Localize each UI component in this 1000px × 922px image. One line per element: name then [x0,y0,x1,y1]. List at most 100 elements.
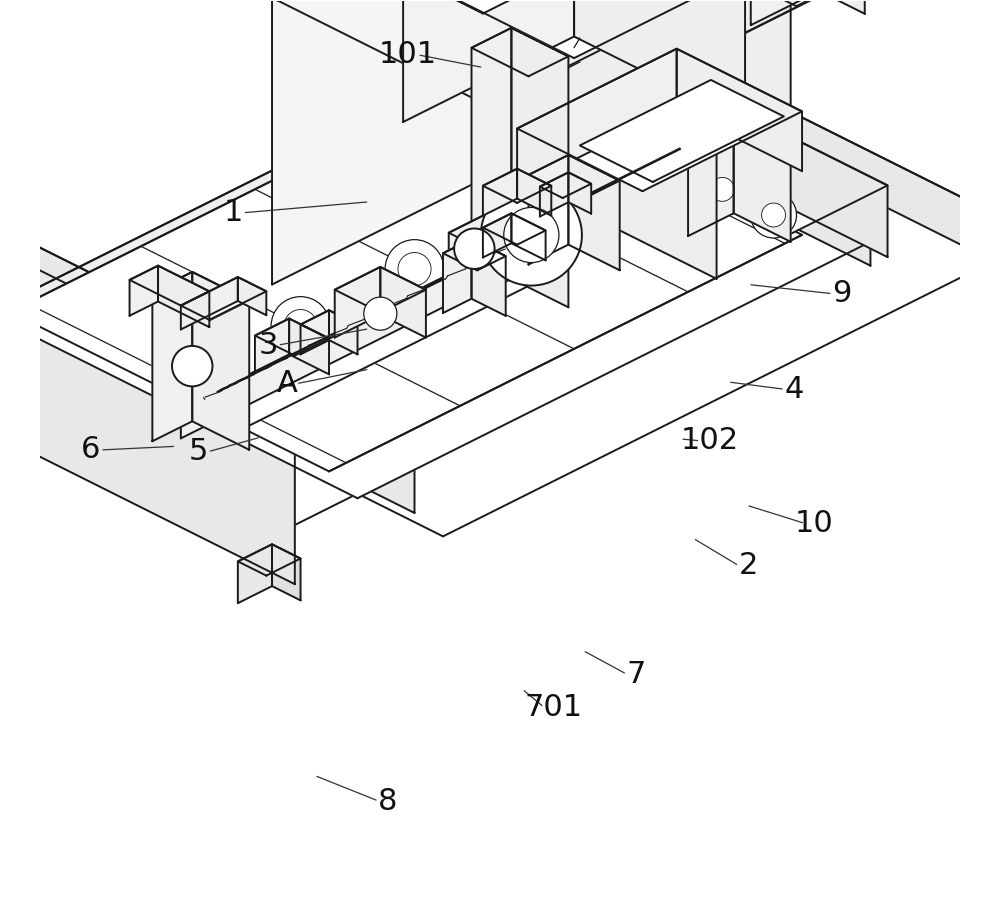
Polygon shape [181,243,511,438]
Polygon shape [0,56,500,337]
Polygon shape [0,309,101,428]
Circle shape [608,126,632,150]
Circle shape [157,354,216,412]
Polygon shape [472,239,506,316]
Polygon shape [597,74,660,105]
Polygon shape [181,278,266,320]
Circle shape [499,183,558,242]
Polygon shape [449,213,534,255]
Polygon shape [483,169,551,203]
Circle shape [170,367,203,399]
Polygon shape [540,172,568,217]
Polygon shape [528,155,620,201]
Circle shape [710,177,734,201]
Polygon shape [0,399,10,455]
Polygon shape [751,0,865,6]
Text: 1: 1 [224,198,243,228]
Polygon shape [642,114,888,237]
Polygon shape [255,318,289,372]
Polygon shape [511,243,563,299]
Polygon shape [238,278,266,315]
Polygon shape [0,204,295,386]
Polygon shape [443,239,472,313]
Circle shape [454,229,495,269]
Text: 2: 2 [739,551,758,580]
Polygon shape [380,267,426,337]
Polygon shape [574,0,745,122]
Polygon shape [517,49,802,191]
Polygon shape [734,0,791,242]
Text: A: A [276,370,297,398]
Polygon shape [181,243,563,434]
Polygon shape [301,310,358,338]
Circle shape [364,297,397,330]
Polygon shape [130,266,209,305]
Polygon shape [483,213,511,257]
Text: 102: 102 [681,426,739,455]
Polygon shape [597,74,631,133]
Text: 10: 10 [795,509,834,538]
Polygon shape [631,74,660,130]
Text: 101: 101 [379,41,437,69]
Circle shape [398,253,431,286]
Circle shape [172,346,212,386]
Polygon shape [272,544,301,600]
Text: 3: 3 [259,331,278,360]
Polygon shape [181,278,238,329]
Polygon shape [528,155,568,265]
Polygon shape [500,56,870,266]
Circle shape [271,297,330,356]
Polygon shape [511,28,568,307]
Polygon shape [16,23,1000,537]
Polygon shape [449,213,489,275]
Polygon shape [403,0,574,122]
Circle shape [385,240,444,299]
Polygon shape [152,272,249,320]
Polygon shape [511,213,546,260]
Polygon shape [301,310,329,354]
Polygon shape [962,256,996,315]
Polygon shape [0,399,10,431]
Polygon shape [335,267,426,313]
Polygon shape [272,0,500,285]
Polygon shape [443,239,506,270]
Text: 9: 9 [832,279,852,308]
Polygon shape [10,76,802,471]
Circle shape [596,135,655,193]
Polygon shape [614,23,1000,285]
Polygon shape [688,0,734,236]
Polygon shape [472,28,511,299]
Polygon shape [568,155,620,270]
Circle shape [504,207,559,263]
Polygon shape [403,0,745,58]
Polygon shape [0,56,870,498]
Polygon shape [238,544,301,575]
Polygon shape [472,28,568,77]
Text: 6: 6 [81,435,101,465]
Polygon shape [158,266,209,327]
Polygon shape [745,114,888,257]
Polygon shape [335,267,380,337]
Polygon shape [819,0,865,14]
Polygon shape [16,23,614,371]
Circle shape [751,192,797,238]
Polygon shape [192,272,249,450]
Circle shape [597,115,643,161]
Polygon shape [517,49,677,188]
Circle shape [659,152,683,176]
Circle shape [609,148,642,180]
Circle shape [762,203,786,227]
Text: 701: 701 [524,692,582,722]
Polygon shape [0,309,415,537]
Polygon shape [130,266,158,315]
Circle shape [512,195,545,229]
Polygon shape [500,0,717,278]
Polygon shape [329,310,358,354]
Polygon shape [483,169,517,216]
Polygon shape [289,318,329,374]
Polygon shape [0,204,295,585]
Text: 5: 5 [189,437,208,467]
Polygon shape [540,172,591,198]
Polygon shape [238,544,272,603]
Circle shape [481,184,582,286]
